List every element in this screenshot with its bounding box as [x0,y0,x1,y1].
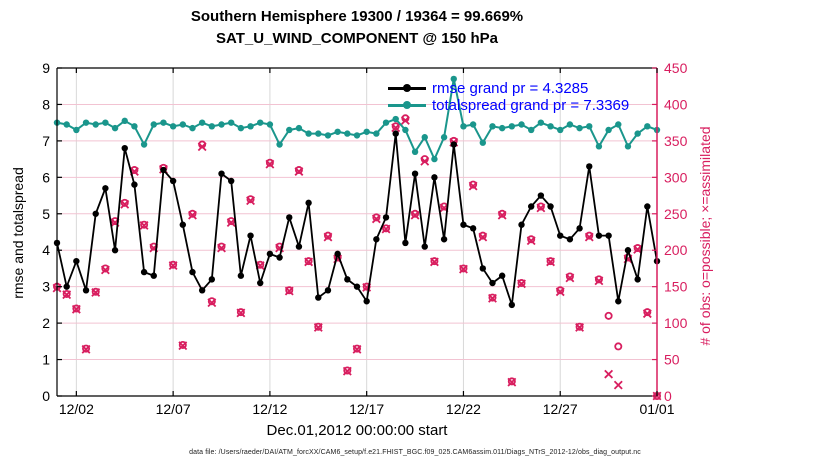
obs-assimilated-markers [52,116,662,401]
rmse-line-swatch [388,84,426,92]
svg-text:4: 4 [42,242,50,258]
chart-title-line2: SAT_U_WIND_COMPONENT @ 150 hPa [216,30,498,47]
svg-text:2: 2 [42,315,50,331]
legend-label-rmse: rmse grand pr = 4.3285 [432,80,589,97]
legend-row-rmse: rmse grand pr = 4.3285 [388,80,629,97]
totalspread-series [53,75,661,163]
svg-text:5: 5 [42,206,50,222]
svg-text:3: 3 [42,279,50,295]
tick-marks [57,67,658,397]
data-file-caption: data file: /Users/raeder/DAI/ATM_forcXX/… [189,449,641,456]
axes [56,67,658,397]
svg-text:6: 6 [42,169,50,185]
svg-text:12/17: 12/17 [349,401,384,417]
svg-text:200: 200 [664,242,688,258]
svg-text:450: 450 [664,60,688,76]
svg-text:250: 250 [664,206,688,222]
svg-text:400: 400 [664,96,688,112]
svg-text:8: 8 [42,96,50,112]
vertical-gridlines [75,68,561,396]
svg-text:12/12: 12/12 [252,401,287,417]
svg-text:0: 0 [664,388,672,404]
svg-text:0: 0 [42,388,50,404]
chart-title-line1: Southern Hemisphere 19300 / 19364 = 99.6… [190,8,524,25]
right-axis-label: # of obs: o=possible; ×=assimilated [697,126,713,346]
svg-text:9: 9 [42,60,50,76]
legend-row-totalspread: totalspread grand pr = 7.3369 [388,97,629,114]
svg-text:150: 150 [664,279,688,295]
obs-possible-markers [53,114,662,400]
svg-text:12/27: 12/27 [543,401,578,417]
totalspread-line-swatch [388,101,426,109]
svg-text:12/07: 12/07 [156,401,191,417]
rmse-series [53,130,661,309]
tick-labels: 0 1 2 3 4 5 6 7 8 9 0 50 100 150 200 250 300 350 400 450 12/… [42,60,687,417]
svg-text:300: 300 [664,169,688,185]
svg-text:7: 7 [42,133,50,149]
svg-text:12/02: 12/02 [59,401,94,417]
svg-text:01/01: 01/01 [639,401,674,417]
svg-text:1: 1 [42,352,50,368]
left-axis-label: rmse and totalspread [10,167,26,299]
svg-text:50: 50 [664,352,680,368]
svg-text:12/22: 12/22 [446,401,481,417]
legend-label-totalspread: totalspread grand pr = 7.3369 [432,97,630,114]
legend: rmse grand pr = 4.3285 totalspread grand… [388,80,629,114]
svg-text:350: 350 [664,133,688,149]
svg-text:100: 100 [664,315,688,331]
x-axis-label: Dec.01,2012 00:00:00 start [266,422,448,439]
horizontal-gridlines [57,103,657,361]
